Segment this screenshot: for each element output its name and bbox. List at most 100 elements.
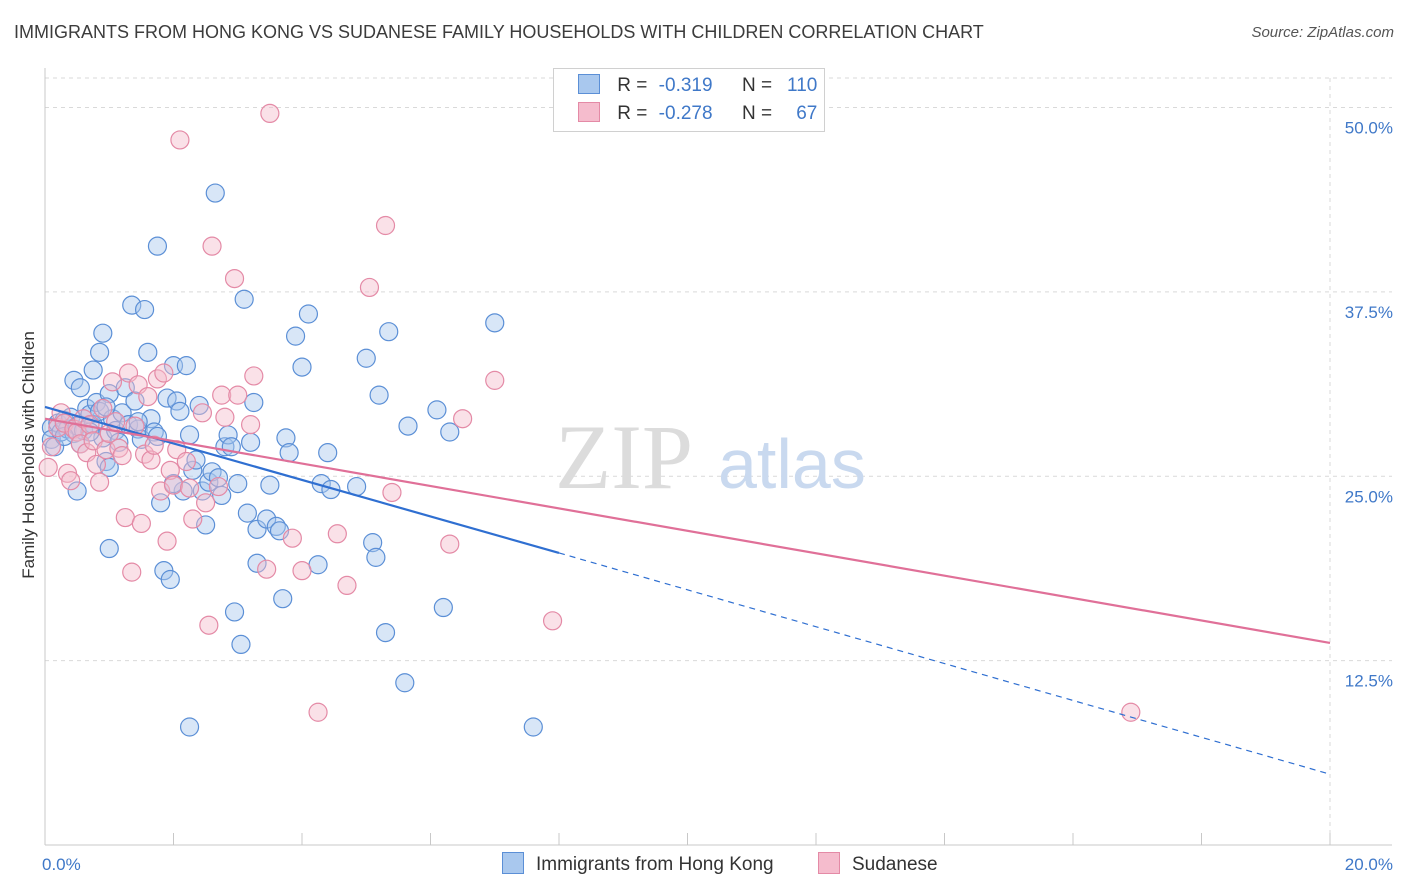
- hong-kong-point: [224, 602, 245, 622]
- hong-kong-point: [308, 555, 328, 575]
- sudanese-trend-line: [44, 417, 1331, 645]
- trend-lines: [44, 405, 1331, 775]
- sudanese-point: [170, 130, 190, 150]
- sudanese-point: [144, 435, 164, 455]
- sudanese-point: [375, 215, 396, 236]
- source-label: Source: ZipAtlas.com: [1251, 24, 1394, 41]
- x-tick-label-max: 20.0%: [1345, 855, 1393, 874]
- sudanese-point: [157, 531, 177, 551]
- hong-kong-point: [395, 673, 415, 693]
- y-tick-label: 50.0%: [1345, 119, 1393, 138]
- sudanese-point: [93, 398, 113, 418]
- legend-r-label: R =: [617, 103, 648, 124]
- hong-kong-point: [96, 397, 116, 417]
- hong-kong-point: [279, 443, 299, 463]
- y-tick-label: 12.5%: [1345, 672, 1393, 691]
- hong-kong-point: [247, 553, 267, 573]
- hong-kong-point: [83, 360, 103, 380]
- sudanese-point: [260, 103, 280, 124]
- legend-r-value: -0.278: [658, 103, 713, 124]
- hong-kong-point: [231, 634, 251, 655]
- sudanese-point: [485, 370, 505, 390]
- hong-kong-point: [186, 450, 206, 470]
- hong-kong-trend-extension: [558, 552, 1331, 775]
- sudanese-point: [160, 460, 180, 480]
- sudanese-point: [212, 385, 232, 405]
- hong-kong-point: [363, 533, 383, 553]
- x-tick-label-min: 0.0%: [42, 855, 81, 874]
- legend-row-sudanese: R = -0.278 N = 67: [578, 100, 817, 128]
- sudanese-point: [131, 513, 151, 534]
- legend-n-value: 67: [796, 103, 818, 124]
- axes: [44, 68, 1392, 846]
- sudanese-point: [112, 446, 132, 466]
- hong-kong-point: [398, 416, 418, 436]
- sudanese-point: [192, 403, 213, 423]
- sudanese-point: [244, 366, 264, 386]
- sudanese-point: [241, 415, 261, 435]
- hong-kong-point: [273, 589, 293, 609]
- tick-labels: 12.5% 25.0% 37.5% 50.0% 0.0% 20.0%: [42, 119, 1393, 875]
- hong-kong-point: [485, 313, 505, 333]
- sudanese-point: [38, 457, 58, 477]
- hong-kong-point: [298, 304, 319, 324]
- hong-kong-point: [179, 717, 200, 737]
- hong-kong-trend-line: [44, 405, 560, 555]
- hong-kong-point: [147, 236, 168, 256]
- sudanese-point: [41, 437, 62, 457]
- sudanese-point: [542, 611, 563, 631]
- legend-swatch-blue: [578, 74, 600, 94]
- legend-r-label: R =: [617, 75, 648, 96]
- hong-kong-point: [237, 503, 257, 523]
- hong-kong-point: [292, 357, 312, 377]
- chart-title: IMMIGRANTS FROM HONG KONG VS SUDANESE FA…: [14, 22, 984, 42]
- sudanese-point: [122, 562, 142, 582]
- hong-kong-point: [93, 323, 113, 343]
- hong-kong-point: [167, 391, 187, 411]
- sudanese-point: [208, 476, 229, 497]
- sudanese-point: [176, 451, 196, 472]
- sudanese-point: [102, 372, 123, 392]
- y-axis-label: Family Households with Children: [19, 331, 38, 579]
- sudanese-point: [292, 561, 312, 581]
- sudanese-point: [163, 475, 184, 495]
- sudanese-point: [359, 277, 380, 298]
- hong-kong-point: [67, 481, 87, 501]
- sudanese-point: [453, 409, 473, 429]
- hong-kong-point: [260, 475, 280, 495]
- sudanese-point: [90, 472, 110, 492]
- hong-kong-point: [125, 391, 145, 411]
- hong-kong-point: [375, 622, 396, 643]
- hong-kong-point: [99, 538, 119, 559]
- hong-kong-point: [523, 717, 543, 737]
- sudanese-point: [179, 478, 200, 498]
- hong-kong-point: [247, 519, 267, 539]
- bottom-legend-hong-kong: Immigrants from Hong Kong: [502, 852, 774, 876]
- sudanese-point: [440, 534, 460, 554]
- sudanese-point: [224, 269, 245, 289]
- hong-kong-point: [241, 432, 261, 452]
- hong-kong-point: [179, 425, 200, 445]
- sudanese-point: [202, 236, 222, 256]
- watermark-zip: ZIP: [555, 406, 693, 508]
- sudanese-point: [282, 528, 302, 548]
- hong-kong-point: [440, 422, 460, 442]
- bottom-legend-sudanese: Sudanese: [818, 852, 938, 876]
- sudanese-point: [199, 615, 219, 635]
- legend-row-hong-kong: R = -0.319 N = 110: [578, 72, 817, 100]
- legend-swatch-pink: [578, 102, 600, 122]
- sudanese-point: [61, 471, 81, 491]
- bottom-legend-label: Immigrants from Hong Kong: [536, 854, 774, 875]
- stats-legend: R = -0.319 N = 110 R = -0.278 N = 67: [553, 68, 825, 132]
- hong-kong-point: [134, 299, 155, 320]
- bottom-legend-swatch-pink: [818, 852, 840, 874]
- hong-kong-point: [244, 392, 264, 413]
- watermark: ZIP atlas: [555, 406, 866, 508]
- hong-kong-point: [170, 401, 190, 421]
- hong-kong-point: [199, 472, 219, 492]
- hong-kong-point: [176, 356, 196, 376]
- hong-kong-point: [160, 569, 180, 590]
- hong-kong-point: [90, 342, 110, 362]
- sudanese-point: [228, 385, 248, 405]
- sudanese-point: [141, 450, 161, 470]
